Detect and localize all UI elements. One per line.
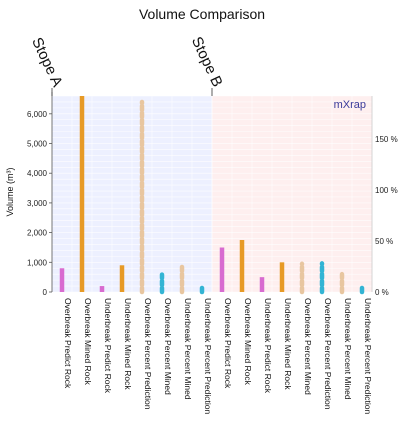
category-label: Underbreak Percent Mined [343, 298, 353, 400]
category-label: Underbreak Mined Rock [283, 298, 293, 390]
category-label: Overbreak Percent Prediction [143, 298, 153, 410]
category-label: Overbreak Percent Prediction [323, 298, 333, 410]
category-label: Underbreak Predict Rock [103, 298, 113, 394]
y2-tick-label: 0 % [375, 288, 389, 297]
y-tick-label: 3,000 [27, 199, 48, 208]
y-tick-label: 6,000 [27, 110, 48, 119]
y2-tick-label: 150 % [375, 135, 398, 144]
group-label: Stope A [28, 35, 66, 90]
mxrap-logo: mXrap [334, 99, 366, 111]
y2-tick-label: 100 % [375, 186, 398, 195]
group-label: Stope B [188, 34, 226, 90]
category-label: Overbreak Mined Rock [243, 298, 253, 386]
y-tick-label: 2,000 [27, 229, 48, 238]
category-label: Overbreak Predict Rock [223, 298, 233, 389]
category-label: Underbreak Predict Rock [263, 298, 273, 394]
y-tick-label: 0 [43, 288, 48, 297]
category-label: Underbreak Percent Mined [183, 298, 193, 400]
y-tick-label: 4,000 [27, 169, 48, 178]
category-label: Underbreak Mined Rock [123, 298, 133, 390]
chart-title: Volume Comparison [139, 6, 265, 22]
y2-tick-label: 50 % [375, 237, 393, 246]
category-label: Underbreak Percent Prediction [363, 298, 373, 415]
category-label: Overbreak Percent Mined [303, 298, 313, 395]
category-label: Overbreak Percent Mined [163, 298, 173, 395]
category-label: Overbreak Mined Rock [83, 298, 93, 386]
y-tick-label: 5,000 [27, 140, 48, 149]
category-label: Overbreak Predict Rock [63, 298, 73, 389]
y-tick-label: 1,000 [27, 258, 48, 267]
y-axis-label: Volume (m³) [5, 167, 15, 216]
category-label: Underbreak Percent Prediction [203, 298, 213, 415]
